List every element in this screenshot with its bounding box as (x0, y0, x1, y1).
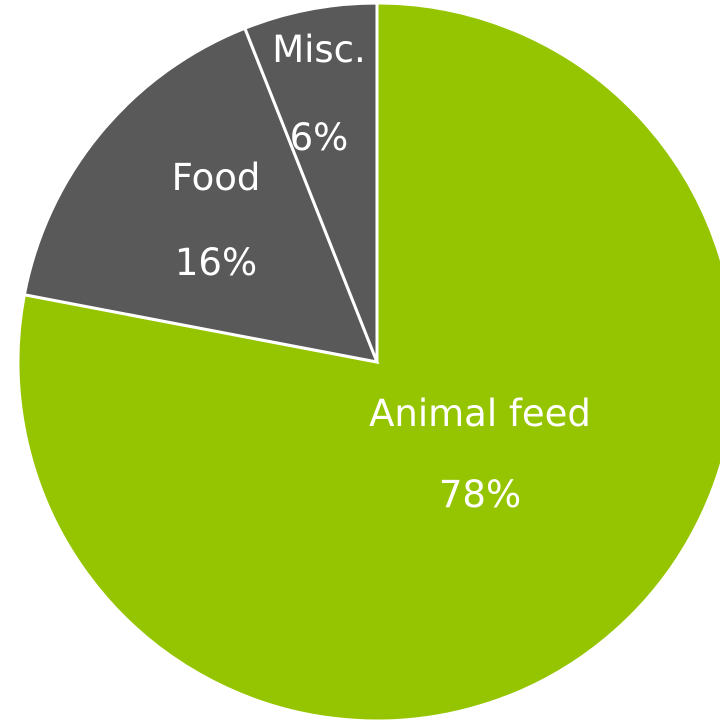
pie-slices (16, 1, 720, 722)
slice-value-misc: 6% (290, 116, 349, 159)
slice-value-food: 16% (175, 241, 257, 284)
slice-label-misc: Misc. (272, 28, 366, 71)
pie-slice-food (22, 26, 380, 364)
pie-labels: Animal feed 78% Food 16% Misc. 6% (172, 28, 591, 516)
pie-slice-misc (242, 1, 379, 363)
slice-label-food: Food (172, 156, 261, 199)
slice-value-animal-feed: 78% (439, 473, 521, 516)
slice-label-animal-feed: Animal feed (369, 392, 591, 435)
